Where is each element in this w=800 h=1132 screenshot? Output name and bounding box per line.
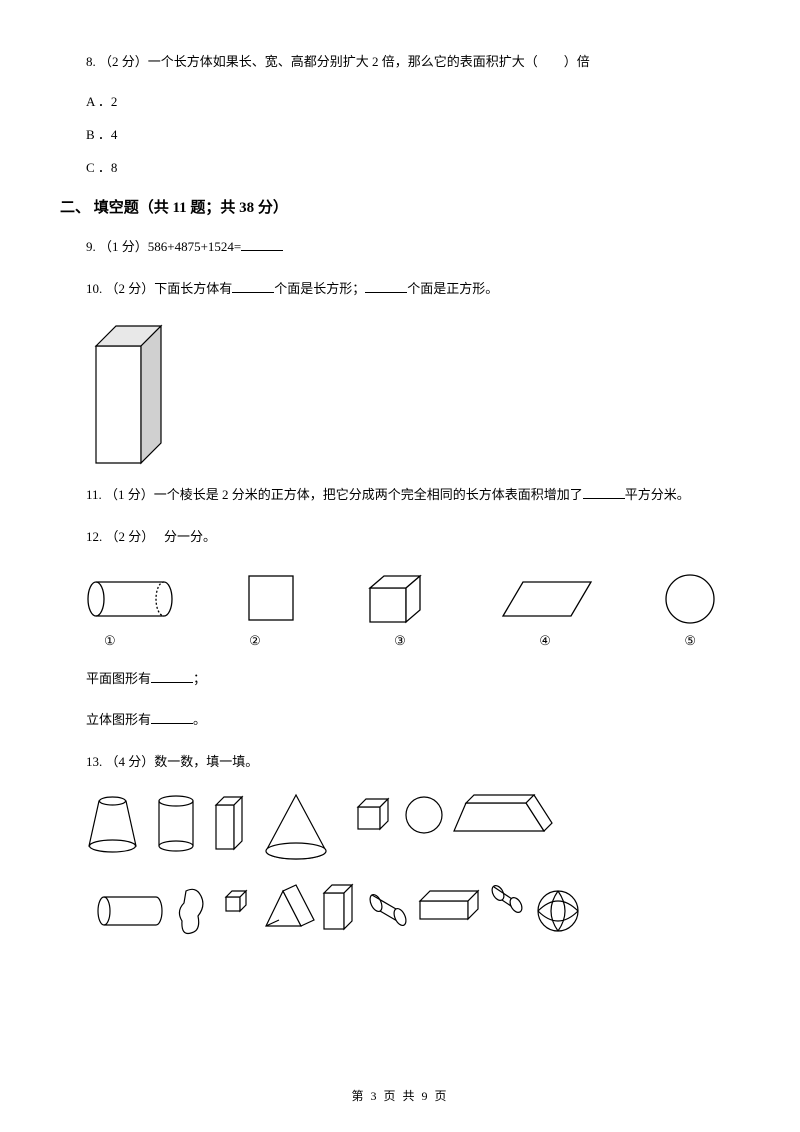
page-footer: 第 3 页 共 9 页 bbox=[0, 1087, 800, 1104]
q12-blank-1 bbox=[151, 669, 193, 683]
question-9: 9. （1 分）586+4875+1524= bbox=[60, 235, 740, 258]
q10-blank-1 bbox=[232, 279, 274, 293]
q9-blank bbox=[241, 237, 283, 251]
shape-circle bbox=[660, 572, 720, 631]
shape-label-4: ④ bbox=[539, 633, 551, 649]
q10-blank-2 bbox=[365, 279, 407, 293]
q12-line2: 立体图形有 。 bbox=[60, 708, 740, 731]
q8-option-b: B ．4 bbox=[60, 124, 740, 143]
shape-label-1: ① bbox=[104, 633, 116, 649]
q8-option-c: C ．8 bbox=[60, 157, 740, 176]
shape-label-5: ⑤ bbox=[684, 633, 696, 649]
shape-parallelogram bbox=[497, 572, 597, 631]
q12-l1-prefix: 平面图形有 bbox=[86, 671, 151, 686]
q12-l1-suffix: ； bbox=[193, 671, 206, 686]
q12-line1: 平面图形有 ； bbox=[60, 667, 740, 690]
cuboid-figure bbox=[86, 318, 740, 473]
q11-blank bbox=[583, 485, 625, 499]
shapes-grid bbox=[86, 791, 740, 956]
q9-prefix: 9. （1 分）586+4875+1524= bbox=[86, 239, 241, 254]
q10-suffix: 个面是正方形。 bbox=[407, 281, 498, 296]
q12-blank-2 bbox=[151, 710, 193, 724]
shape-labels: ① ② ③ ④ ⑤ bbox=[60, 633, 740, 649]
q10-mid: 个面是长方形； bbox=[274, 281, 365, 296]
question-12: 12. （2 分） 分一分。 bbox=[60, 525, 740, 548]
question-11: 11. （1 分）一个棱长是 2 分米的正方体，把它分成两个完全相同的长方体表面… bbox=[60, 483, 740, 506]
q8-option-a: A ．2 bbox=[60, 91, 740, 110]
shape-square bbox=[243, 572, 299, 631]
question-10: 10. （2 分）下面长方体有 个面是长方形； 个面是正方形。 bbox=[60, 277, 740, 300]
question-13: 13. （4 分）数一数，填一填。 bbox=[60, 750, 740, 773]
section-2-header: 二、 填空题（共 11 题；共 38 分） bbox=[60, 196, 740, 217]
q11-prefix: 11. （1 分）一个棱长是 2 分米的正方体，把它分成两个完全相同的长方体表面… bbox=[86, 487, 583, 502]
shape-cube bbox=[362, 572, 434, 631]
question-8: 8. （2 分）一个长方体如果长、宽、高都分别扩大 2 倍，那么它的表面积扩大（… bbox=[60, 50, 740, 73]
q8-text: 8. （2 分）一个长方体如果长、宽、高都分别扩大 2 倍，那么它的表面积扩大（… bbox=[86, 54, 590, 69]
q11-suffix: 平方分米。 bbox=[625, 487, 690, 502]
q12-l2-prefix: 立体图形有 bbox=[86, 712, 151, 727]
q10-prefix: 10. （2 分）下面长方体有 bbox=[86, 281, 232, 296]
q12-l2-suffix: 。 bbox=[193, 712, 206, 727]
shapes-row bbox=[60, 566, 740, 633]
shape-cylinder bbox=[80, 572, 180, 631]
shape-label-2: ② bbox=[249, 633, 261, 649]
shape-label-3: ③ bbox=[394, 633, 406, 649]
